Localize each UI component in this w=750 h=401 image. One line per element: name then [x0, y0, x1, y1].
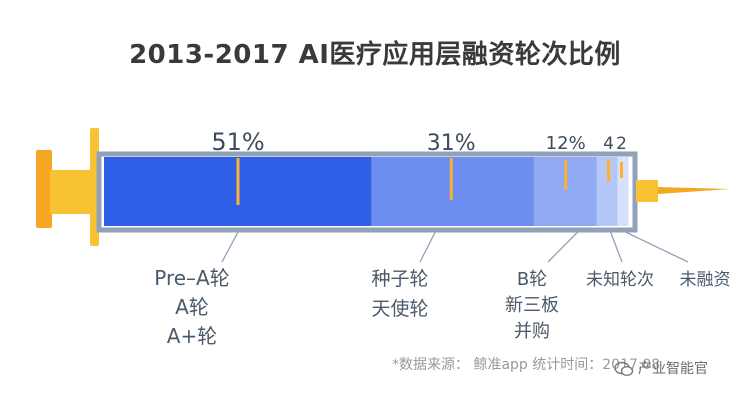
- bar-segment: [596, 157, 619, 226]
- category-label: B轮: [517, 269, 547, 290]
- value-label: 51%: [211, 128, 264, 156]
- wechat-icon: [614, 361, 634, 377]
- syringe-nozzle: [636, 180, 658, 202]
- leader-line: [625, 231, 689, 263]
- chart-title: 2013-2017 AI医疗应用层融资轮次比例: [129, 40, 621, 70]
- value-label: 4: [603, 134, 614, 154]
- category-label: 并购: [514, 321, 550, 342]
- value-label: 31%: [427, 131, 476, 156]
- leader-line: [609, 231, 623, 263]
- bar-segment: [617, 157, 629, 226]
- source-note: *数据来源： 鲸准app 统计时间：2017.08: [392, 357, 661, 373]
- category-label: 未知轮次: [586, 270, 654, 290]
- category-label: A轮: [175, 295, 209, 319]
- value-label: 12%: [546, 133, 586, 154]
- category-label: A+轮: [167, 324, 217, 348]
- value-label: 2: [616, 134, 627, 154]
- watermark-text: 产业智能官: [638, 361, 708, 377]
- category-label: 种子轮: [371, 268, 428, 290]
- leader-line: [221, 231, 239, 263]
- leader-line: [419, 231, 436, 263]
- plunger-end-cap: [36, 150, 52, 228]
- category-label: 天使轮: [371, 298, 428, 320]
- category-label: 未融资: [680, 270, 731, 290]
- plunger-rod: [50, 170, 92, 214]
- syringe-needle: [658, 187, 730, 194]
- category-label: 新三板: [505, 295, 559, 316]
- category-label: Pre–A轮: [154, 266, 229, 290]
- leader-line: [547, 231, 579, 263]
